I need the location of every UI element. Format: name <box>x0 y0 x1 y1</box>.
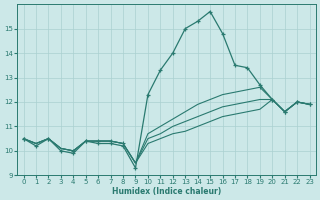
X-axis label: Humidex (Indice chaleur): Humidex (Indice chaleur) <box>112 187 221 196</box>
